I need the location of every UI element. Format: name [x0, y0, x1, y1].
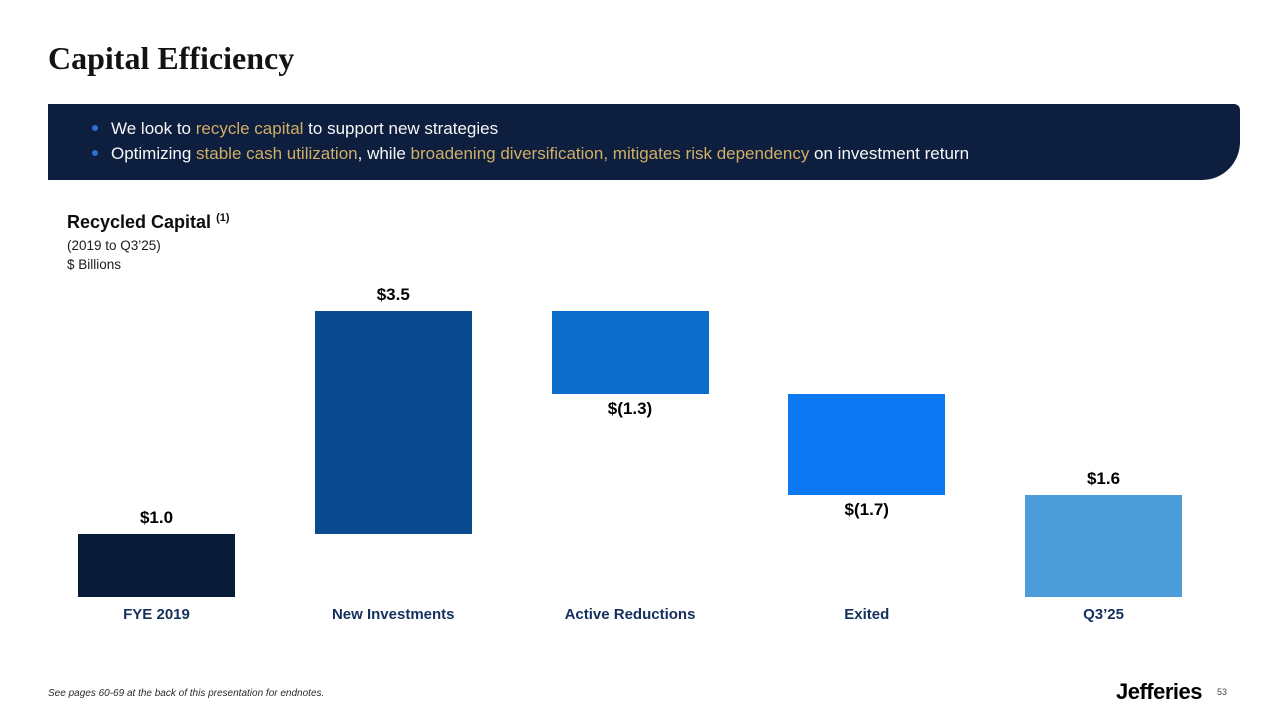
bar-value-label: $(1.7)	[844, 500, 889, 520]
bullet-text-segment: on investment return	[809, 144, 970, 163]
page-number: 53	[1217, 687, 1228, 697]
bullet-text-segment: , while	[357, 144, 411, 163]
bar-value-label: $(1.3)	[607, 398, 653, 418]
bar-category-label: Exited	[844, 606, 890, 623]
chart-header: Recycled Capital (1) (2019 to Q3’25) $ B…	[67, 212, 230, 274]
chart-units-label: $ Billions	[67, 257, 122, 272]
bar-category-label: FYE 2019	[123, 606, 190, 623]
chart-title: Recycled Capital (1)	[67, 212, 230, 233]
bar-category-label: Q3’25	[1083, 606, 1124, 623]
bullet-dot-icon	[92, 149, 98, 156]
chart-title-endnote: (1)	[216, 212, 230, 224]
bar-category-label: New Investments	[331, 606, 455, 623]
bullet-text-segment: Optimizing	[111, 144, 197, 163]
bullet-list: We look to recycle capital to support ne…	[48, 104, 1240, 166]
bullet-text-segment: to support new strategies	[303, 119, 499, 138]
chart-subtitle: (2019 to Q3’25)	[67, 238, 161, 253]
bullet-text-segment: stable cash utilization	[196, 144, 358, 163]
bar-new-investments	[314, 311, 472, 534]
jefferies-logo: Jefferies	[1116, 679, 1203, 704]
bar-q3-25	[1025, 495, 1182, 597]
page-title: Capital Efficiency	[48, 40, 295, 76]
chart-title-text: Recycled Capital	[67, 212, 212, 232]
endnote-reference: See pages 60-69 at the back of this pres…	[48, 688, 325, 699]
bullet-dot-icon	[92, 124, 98, 131]
bullet-text-segment: broadening diversification, mitigates ri…	[410, 144, 810, 163]
bar-value-label: $1.0	[139, 507, 174, 527]
bullet-item: Optimizing stable cash utilization, whil…	[92, 141, 1240, 166]
bullet-item: We look to recycle capital to support ne…	[92, 116, 1240, 141]
bar-value-label: $3.5	[376, 285, 410, 305]
bar-exited	[788, 393, 946, 496]
bar-value-label: $1.6	[1086, 469, 1121, 489]
bullet-text-segment: recycle capital	[195, 119, 304, 138]
bullet-text-segment: We look to	[111, 119, 196, 138]
bullet-banner: We look to recycle capital to support ne…	[48, 104, 1240, 180]
bar-category-label: Active Reductions	[564, 606, 696, 623]
bar-fye-2019	[78, 533, 235, 597]
bar-active-reductions	[551, 311, 709, 394]
